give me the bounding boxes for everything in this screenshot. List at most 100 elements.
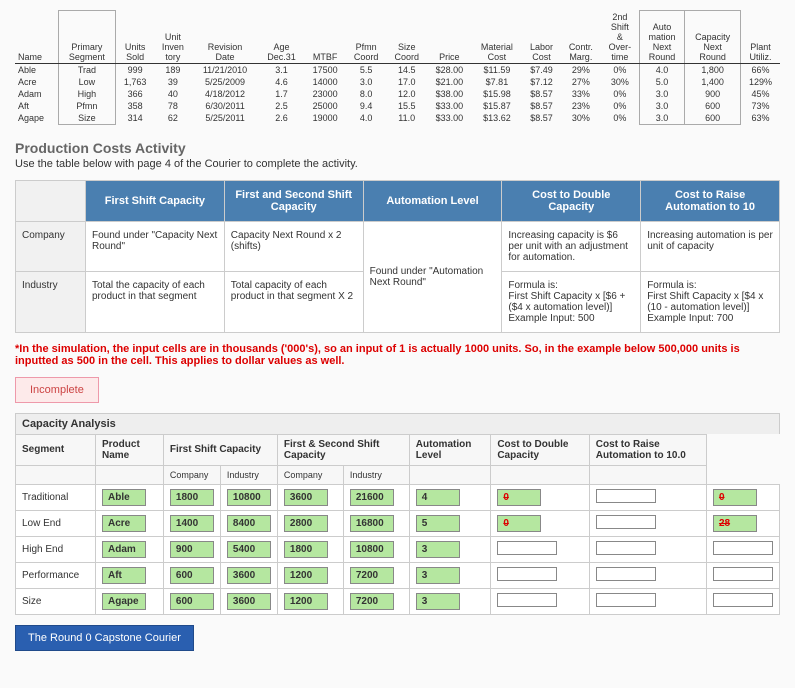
cap-input[interactable] — [596, 593, 656, 607]
guide-cell: Total capacity of each product in that s… — [224, 271, 363, 332]
guide-cell: Total the capacity of each product in th… — [86, 271, 225, 332]
guide-cell: Increasing capacity is $6 per unit with … — [502, 221, 641, 271]
top-header: PrimarySegment — [58, 11, 115, 64]
cap-input[interactable]: 1400 — [170, 515, 214, 532]
cap-input[interactable]: 1200 — [284, 567, 328, 584]
cap-input[interactable] — [713, 593, 773, 607]
cap-input[interactable]: 16800 — [350, 515, 394, 532]
guide-header: Cost to Raise Automation to 10 — [641, 180, 780, 221]
cap-input[interactable]: 600 — [170, 567, 214, 584]
top-cell: 12.0 — [386, 88, 427, 100]
cap-input[interactable] — [497, 567, 557, 581]
cap-input[interactable] — [497, 593, 557, 607]
cap-input[interactable] — [596, 515, 656, 529]
top-cell: Agape — [15, 112, 58, 125]
top-cell: 4.6 — [259, 76, 305, 88]
cap-input[interactable]: 10800 — [350, 541, 394, 558]
top-header: MaterialCost — [472, 11, 523, 64]
cap-input[interactable]: 21600 — [350, 489, 394, 506]
cap-input[interactable]: 3600 — [227, 567, 271, 584]
cap-header: Product Name — [96, 434, 164, 465]
simulation-note: *In the simulation, the input cells are … — [15, 343, 780, 367]
courier-button[interactable]: The Round 0 Capstone Courier — [15, 625, 194, 651]
cap-input[interactable] — [596, 489, 656, 503]
cap-segment: Low End — [16, 510, 96, 536]
product-input[interactable]: Adam — [102, 541, 146, 558]
cap-header: Segment — [16, 434, 96, 465]
cap-header: First Shift Capacity — [163, 434, 277, 465]
top-cell: 3.0 — [639, 100, 684, 112]
cap-input[interactable]: 5 — [416, 515, 460, 532]
cap-input[interactable]: 3600 — [284, 489, 328, 506]
top-cell: 0% — [601, 100, 640, 112]
cap-input[interactable]: 3 — [416, 567, 460, 584]
cap-input[interactable]: 1800 — [284, 541, 328, 558]
cap-input[interactable]: 900 — [170, 541, 214, 558]
cap-input[interactable]: 0 — [497, 515, 541, 532]
top-cell: $8.57 — [522, 112, 561, 125]
cap-header: Cost to Raise Automation to 10.0 — [589, 434, 706, 465]
top-cell: 8.0 — [346, 88, 387, 100]
cap-input[interactable]: 5400 — [227, 541, 271, 558]
cap-input[interactable] — [713, 567, 773, 581]
cap-subheader: Industry — [220, 465, 277, 484]
top-cell: 11.0 — [386, 112, 427, 125]
top-cell: 23000 — [305, 88, 346, 100]
top-cell: 314 — [116, 112, 155, 125]
top-cell: $8.57 — [522, 100, 561, 112]
top-cell: 30% — [561, 112, 601, 125]
cap-input[interactable]: 0 — [713, 489, 757, 506]
cap-input[interactable] — [596, 567, 656, 581]
top-cell: $7.81 — [472, 76, 523, 88]
cap-segment: Size — [16, 588, 96, 614]
cap-input[interactable]: 3600 — [227, 593, 271, 610]
cap-input[interactable]: 7200 — [350, 567, 394, 584]
cap-input[interactable]: 8400 — [227, 515, 271, 532]
guide-cell: Capacity Next Round x 2 (shifts) — [224, 221, 363, 271]
top-cell: 3.0 — [346, 76, 387, 88]
cap-input[interactable]: 28 — [713, 515, 757, 532]
top-cell: Adam — [15, 88, 58, 100]
top-cell: 66% — [741, 63, 780, 76]
top-cell: Aft — [15, 100, 58, 112]
top-cell: 3.0 — [639, 88, 684, 100]
cap-subheader: Company — [163, 465, 220, 484]
top-header: Price — [427, 11, 472, 64]
top-cell: $33.00 — [427, 112, 472, 125]
capacity-analysis-table: SegmentProduct NameFirst Shift CapacityF… — [15, 434, 780, 615]
top-cell: $38.00 — [427, 88, 472, 100]
status-badge[interactable]: Incomplete — [15, 377, 99, 403]
cap-input[interactable] — [596, 541, 656, 555]
cap-input[interactable] — [497, 541, 557, 555]
product-input[interactable]: Acre — [102, 515, 146, 532]
cap-input[interactable]: 3 — [416, 593, 460, 610]
cap-input[interactable]: 0 — [497, 489, 541, 506]
top-cell: 9.4 — [346, 100, 387, 112]
top-header: 2ndShift&Over-time — [601, 11, 640, 64]
top-cell: 78 — [154, 100, 191, 112]
top-cell: 129% — [741, 76, 780, 88]
cap-subheader: Industry — [343, 465, 409, 484]
cap-subheader — [491, 465, 589, 484]
guide-row-label: Company — [16, 221, 86, 271]
top-header: Contr.Marg. — [561, 11, 601, 64]
cap-input[interactable]: 1200 — [284, 593, 328, 610]
cap-subheader — [96, 465, 164, 484]
cap-input[interactable] — [713, 541, 773, 555]
top-cell: 600 — [685, 112, 741, 125]
top-cell: Low — [58, 76, 115, 88]
top-cell: 29% — [561, 63, 601, 76]
cap-input[interactable]: 1800 — [170, 489, 214, 506]
cap-input[interactable]: 10800 — [227, 489, 271, 506]
cap-input[interactable]: 2800 — [284, 515, 328, 532]
cap-input[interactable]: 600 — [170, 593, 214, 610]
product-input[interactable]: Aft — [102, 567, 146, 584]
product-input[interactable]: Able — [102, 489, 146, 506]
product-input[interactable]: Agape — [102, 593, 146, 610]
cap-input[interactable]: 7200 — [350, 593, 394, 610]
cap-input[interactable]: 4 — [416, 489, 460, 506]
guide-cell: Formula is: First Shift Capacity x [$4 x… — [641, 271, 780, 332]
production-data-table: NamePrimarySegmentUnitsSoldUnitInventory… — [15, 10, 780, 125]
cap-input[interactable]: 3 — [416, 541, 460, 558]
top-cell: $28.00 — [427, 63, 472, 76]
